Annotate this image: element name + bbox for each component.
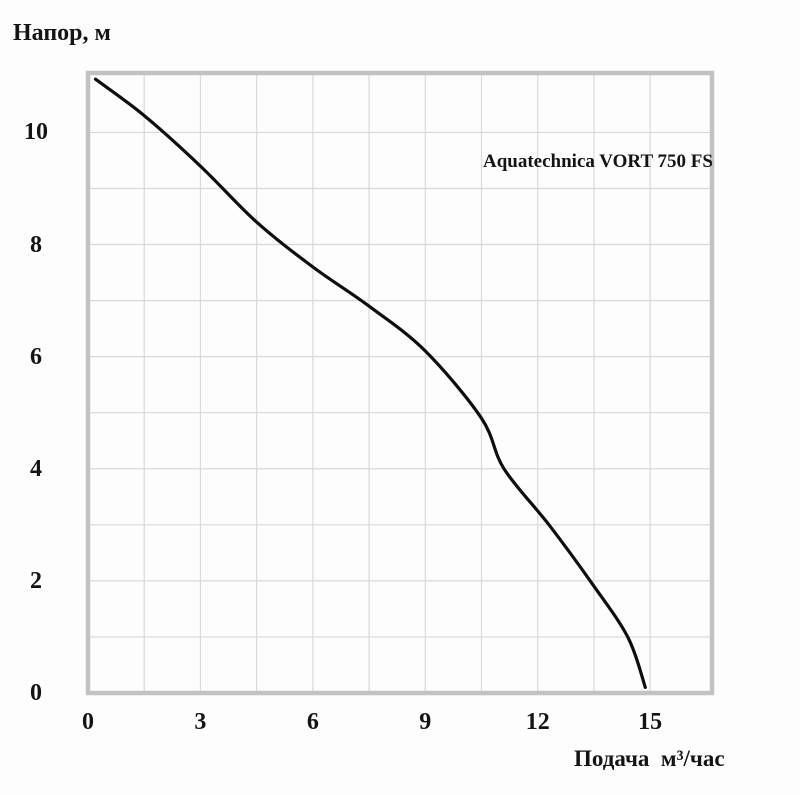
y-tick-label: 0: [30, 680, 42, 706]
x-tick-label: 15: [638, 709, 663, 735]
x-tick-label: 3: [194, 709, 207, 735]
y-tick-label: 6: [30, 343, 42, 370]
series-label: Aquatechnica VORT 750 FS: [483, 151, 713, 172]
y-tick-label: 2: [30, 567, 42, 594]
pump-curve: [93, 77, 647, 689]
x-tick-label: 0: [82, 709, 94, 735]
y-tick-label: 8: [30, 231, 42, 258]
x-tick-label: 6: [306, 709, 319, 735]
x-axis-title: Подача м³/час: [574, 746, 725, 771]
y-tick-label: 4: [30, 455, 42, 482]
y-axis-title: Напор, м: [13, 20, 111, 46]
plot-border: [85, 70, 715, 696]
x-tick-label: 12: [525, 709, 550, 735]
y-tick-label: 10: [24, 119, 48, 146]
x-tick-label: 9: [419, 709, 432, 735]
